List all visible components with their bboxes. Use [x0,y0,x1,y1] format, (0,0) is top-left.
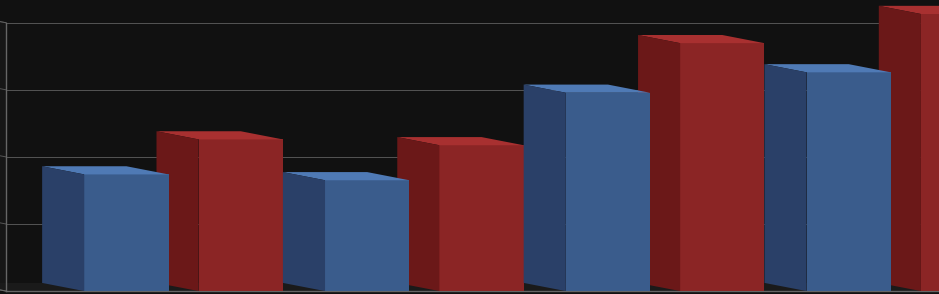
Polygon shape [879,6,921,291]
Polygon shape [0,283,939,291]
Polygon shape [638,35,764,43]
Polygon shape [325,180,409,291]
Polygon shape [283,172,325,291]
Polygon shape [921,14,939,291]
Polygon shape [638,35,680,291]
Polygon shape [42,166,85,291]
Polygon shape [157,131,283,139]
Polygon shape [764,64,807,291]
Polygon shape [85,174,168,291]
Polygon shape [680,43,764,291]
Polygon shape [199,139,283,291]
Polygon shape [807,72,891,291]
Polygon shape [397,137,439,291]
Polygon shape [439,145,524,291]
Polygon shape [524,85,650,93]
Polygon shape [157,131,199,291]
Polygon shape [0,15,6,291]
Polygon shape [42,166,168,174]
Polygon shape [566,93,650,291]
Polygon shape [283,172,409,180]
Polygon shape [397,137,524,145]
Polygon shape [764,64,891,72]
Polygon shape [879,6,939,14]
Polygon shape [524,85,566,291]
